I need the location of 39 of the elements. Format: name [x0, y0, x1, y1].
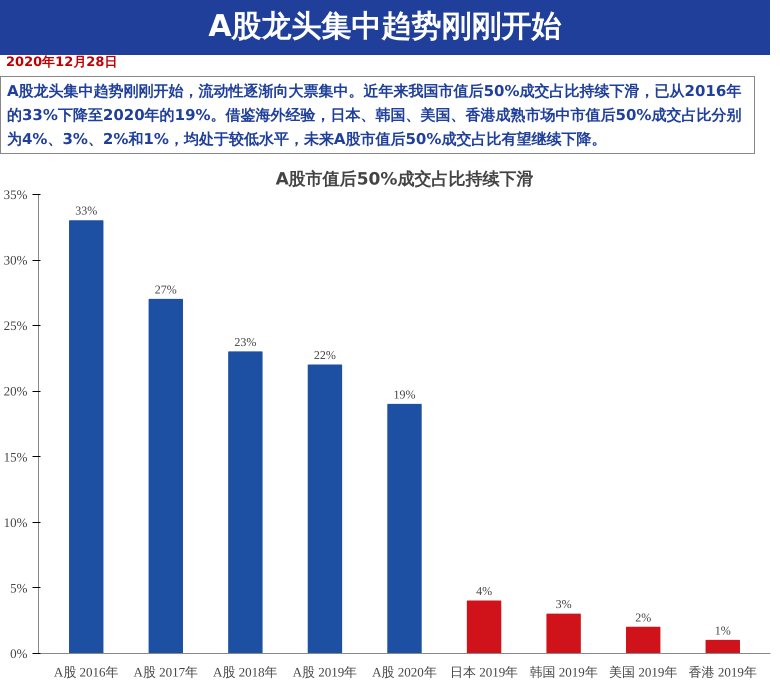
- x-tick-label: 日本 2019年: [450, 664, 518, 680]
- data-label: 23%: [234, 334, 256, 349]
- y-tick-label: 0%: [10, 646, 28, 661]
- y-tick-label: 25%: [4, 318, 28, 334]
- data-label: 27%: [154, 282, 177, 296]
- data-label: 1%: [714, 623, 731, 638]
- bar: [228, 351, 263, 654]
- chart-subtitle: A股龙头集中趋势刚刚开始，流动性逐渐向大票集中。近年来我国市值后50%成交占比持续下滑，已从2016年的33%下降至2020年的19%。借鉴海外经验，日本、韩国、美国、香港成熟市场中市值后50%成交占比分别为4%、3%、2%和1%，均处于较低水平，未来A股市值后50%成交占比有望继续下降。: [0, 76, 755, 154]
- bar: [546, 614, 581, 654]
- bar: [387, 404, 422, 654]
- text: A股龙头集中趋势刚刚开始: [0, 0, 770, 55]
- bar: [466, 600, 502, 654]
- data-label: 3%: [556, 597, 572, 612]
- x-tick-label: 美国 2019年: [609, 664, 678, 680]
- bar: [308, 364, 342, 654]
- y-tick-label: 20%: [4, 384, 28, 399]
- data-label: 2%: [635, 610, 652, 624]
- y-tick-label: 30%: [4, 252, 28, 268]
- bar: [148, 298, 184, 654]
- text: 2020年12月28日: [5, 54, 118, 72]
- data-label: 33%: [75, 204, 98, 218]
- bar: [706, 640, 740, 654]
- x-tick-label: 韩国 2019年: [530, 664, 598, 680]
- x-tick-label: A股 2020年: [372, 664, 437, 680]
- x-tick-label: 香港 2019年: [688, 664, 757, 680]
- data-label: 4%: [476, 584, 492, 598]
- x-tick-label: A股 2017年: [133, 664, 198, 680]
- data-label: 22%: [314, 348, 336, 362]
- x-tick-label: A股 2018年: [213, 664, 278, 680]
- y-tick-label: 10%: [4, 514, 28, 530]
- bar: [69, 220, 104, 654]
- y-tick-label: 15%: [4, 449, 28, 464]
- data-label: 19%: [394, 387, 416, 402]
- y-tick-label: 35%: [4, 187, 28, 202]
- bar: [626, 626, 660, 654]
- x-tick-label: A股 2016年: [54, 664, 119, 680]
- x-tick-label: A股 2019年: [292, 664, 358, 680]
- chart-title: A股市值后50%成交占比持续下滑: [276, 170, 534, 190]
- y-tick-label: 5%: [10, 580, 28, 596]
